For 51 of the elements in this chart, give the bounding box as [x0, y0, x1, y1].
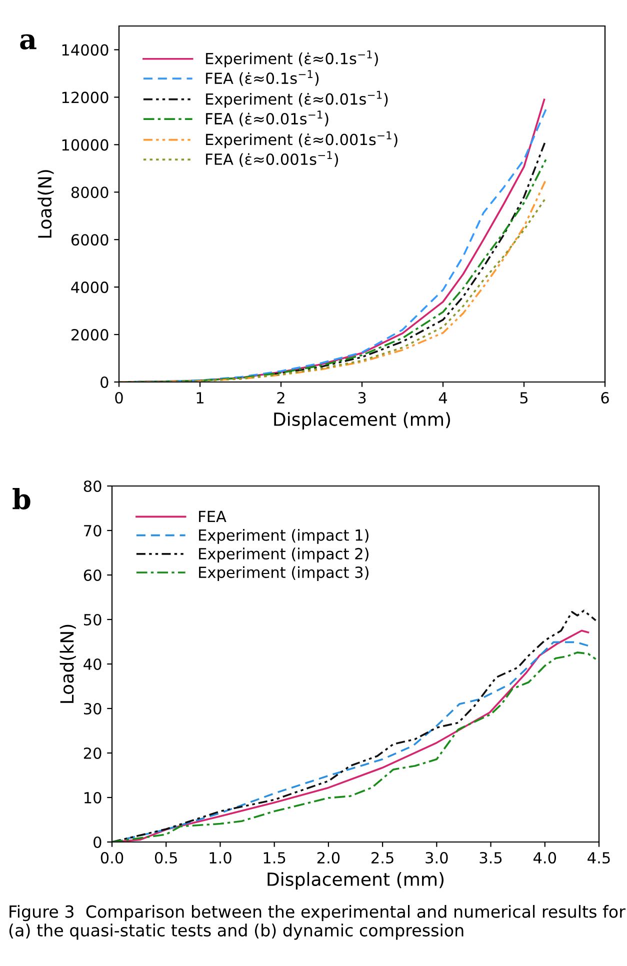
chart-title: b: [12, 488, 30, 510]
caption: Figure 3 Comparison between the experimental and numerical results for (a) the quasi-static tests and (b) dynamic compression: [9, 905, 626, 940]
x-tick-label: 2: [277, 392, 284, 404]
x-tick-label: 6: [601, 392, 609, 404]
y-tick-label: 60: [84, 569, 102, 582]
legend-label: Experiment (ε̇≈0.01s$^{−1}$): [206, 90, 388, 108]
x-tick-label: 5: [520, 392, 528, 404]
y-axis-title: Load(N): [38, 170, 54, 238]
legend-label: Experiment (impact 1): [199, 529, 368, 544]
legend-label: Experiment (impact 3): [199, 566, 368, 582]
x-tick-label: 2.5: [372, 852, 394, 864]
x-tick-label: 1.0: [210, 852, 232, 864]
y-tick-label: 8000: [71, 186, 108, 198]
x-tick-label: 3: [358, 392, 366, 404]
x-tick-label: 0: [115, 392, 123, 404]
y-tick-label: 14000: [62, 44, 108, 56]
x-tick-label: 3.5: [480, 852, 502, 864]
x-tick-label: 0.0: [100, 852, 124, 864]
x-tick-label: 2.0: [317, 852, 340, 864]
y-tick-label: 40: [84, 658, 102, 670]
y-tick-label: 30: [84, 702, 102, 715]
y-tick-label: 10: [84, 792, 102, 804]
x-tick-label: 1: [196, 392, 204, 404]
y-tick-label: 12000: [62, 92, 108, 104]
y-tick-label: 0: [100, 376, 108, 388]
y-tick-label: 10000: [62, 139, 108, 151]
y-tick-label: 2000: [72, 329, 108, 341]
chart-title: a: [20, 34, 36, 50]
x-tick-label: 1.5: [264, 852, 286, 864]
x-tick-label: 4.0: [533, 852, 556, 864]
y-tick-label: 20: [84, 747, 102, 760]
legend-label: Experiment (ε̇≈0.1s$^{−1}$): [206, 50, 378, 68]
y-tick-label: 80: [84, 480, 102, 492]
x-tick-label: 3.0: [426, 852, 448, 864]
legend-label: Experiment (impact 2): [199, 548, 368, 562]
x-axis-title: Displacement (mm): [274, 412, 450, 430]
legend-label: FEA (ε̇≈0.01s$^{−1}$): [206, 110, 328, 126]
x-tick-label: 4.5: [588, 852, 610, 864]
x-tick-label: 4: [438, 392, 448, 404]
y-tick-label: 4000: [71, 282, 108, 294]
y-tick-label: 50: [84, 614, 102, 626]
y-tick-label: 0: [94, 836, 102, 848]
x-axis-title: Displacement (mm): [268, 872, 444, 890]
legend-label: FEA (ε̇≈0.001s$^{−1}$): [206, 151, 338, 167]
legend-label: Experiment (ε̇≈0.001s$^{−1}$): [206, 131, 398, 148]
x-tick-label: 0.5: [154, 852, 177, 864]
y-tick-label: 6000: [71, 234, 108, 246]
y-tick-label: 70: [84, 524, 102, 537]
legend-label: FEA: [199, 510, 226, 522]
y-axis-title: Load(kN): [60, 624, 76, 703]
legend-label: FEA (ε̇≈0.1s$^{−1}$): [206, 70, 319, 86]
